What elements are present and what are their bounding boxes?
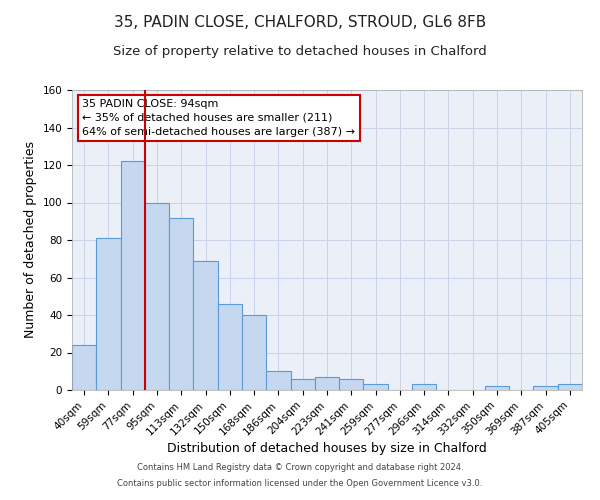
Bar (72, 345, 96, 390)
Text: Contains public sector information licensed under the Open Government Licence v3: Contains public sector information licen… (118, 478, 482, 488)
Bar (169, 218, 193, 390)
Bar (533, 386, 558, 390)
Bar (290, 379, 315, 390)
Bar (412, 384, 436, 390)
Bar (364, 384, 388, 390)
Bar (193, 260, 218, 390)
Text: 35 PADIN CLOSE: 94sqm
← 35% of detached houses are smaller (211)
64% of semi-det: 35 PADIN CLOSE: 94sqm ← 35% of detached … (82, 99, 355, 137)
Text: 35, PADIN CLOSE, CHALFORD, STROUD, GL6 8FB: 35, PADIN CLOSE, CHALFORD, STROUD, GL6 8… (114, 15, 486, 30)
Bar (218, 304, 242, 390)
X-axis label: Distribution of detached houses by size in Chalford: Distribution of detached houses by size … (167, 442, 487, 455)
Bar (339, 379, 364, 390)
Y-axis label: Number of detached properties: Number of detached properties (24, 142, 37, 338)
Bar (242, 315, 266, 390)
Bar (558, 384, 582, 390)
Bar (315, 377, 339, 390)
Bar (145, 202, 169, 390)
Bar (96, 238, 121, 390)
Text: Size of property relative to detached houses in Chalford: Size of property relative to detached ho… (113, 45, 487, 58)
Bar (266, 371, 290, 390)
Text: Contains HM Land Registry data © Crown copyright and database right 2024.: Contains HM Land Registry data © Crown c… (137, 464, 463, 472)
Bar (121, 161, 145, 390)
Bar (485, 386, 509, 390)
